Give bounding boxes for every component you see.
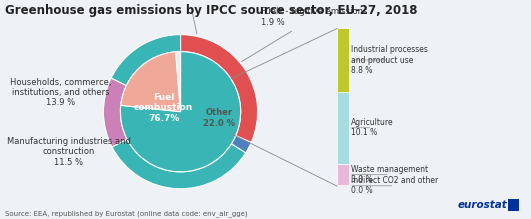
Text: Households, commerce,
institutions, and others
13.9 %: Households, commerce, institutions, and … — [10, 78, 112, 107]
Wedge shape — [112, 139, 246, 189]
Wedge shape — [232, 136, 251, 153]
Text: Fuel
combustion
76.7%: Fuel combustion 76.7% — [134, 93, 193, 123]
Bar — [337, 185, 349, 186]
Wedge shape — [111, 35, 181, 85]
Text: Indirect CO2 and other
0.0 %: Indirect CO2 and other 0.0 % — [351, 176, 438, 196]
Bar — [337, 164, 349, 185]
Text: Fuels - fugitive emissions
1.9 %: Fuels - fugitive emissions 1.9 % — [242, 7, 368, 62]
Bar — [337, 28, 349, 92]
Bar — [337, 92, 349, 164]
Wedge shape — [176, 51, 181, 112]
Wedge shape — [121, 51, 241, 172]
Text: Greenhouse gas emissions by IPCC source sector, EU-27, 2018: Greenhouse gas emissions by IPCC source … — [5, 4, 418, 17]
Wedge shape — [181, 35, 258, 143]
Text: Other
22.0 %: Other 22.0 % — [203, 108, 235, 127]
Text: eurostat: eurostat — [457, 200, 507, 210]
Text: Agriculture
10.1 %: Agriculture 10.1 % — [351, 118, 393, 138]
Text: Transport (including
international aviation)
24.6 %: Transport (including international aviat… — [140, 0, 234, 34]
Bar — [508, 199, 519, 211]
Text: Waste management
3.0 %: Waste management 3.0 % — [351, 165, 428, 184]
Text: Manufacturing industries and
construction
11.5 %: Manufacturing industries and constructio… — [7, 137, 131, 167]
Text: Source: EEA, republished by Eurostat (online data code: env_air_gge): Source: EEA, republished by Eurostat (on… — [5, 210, 248, 217]
Wedge shape — [121, 52, 181, 112]
Text: Industrial processes
and product use
8.8 %: Industrial processes and product use 8.8… — [351, 45, 428, 75]
Wedge shape — [104, 78, 127, 147]
